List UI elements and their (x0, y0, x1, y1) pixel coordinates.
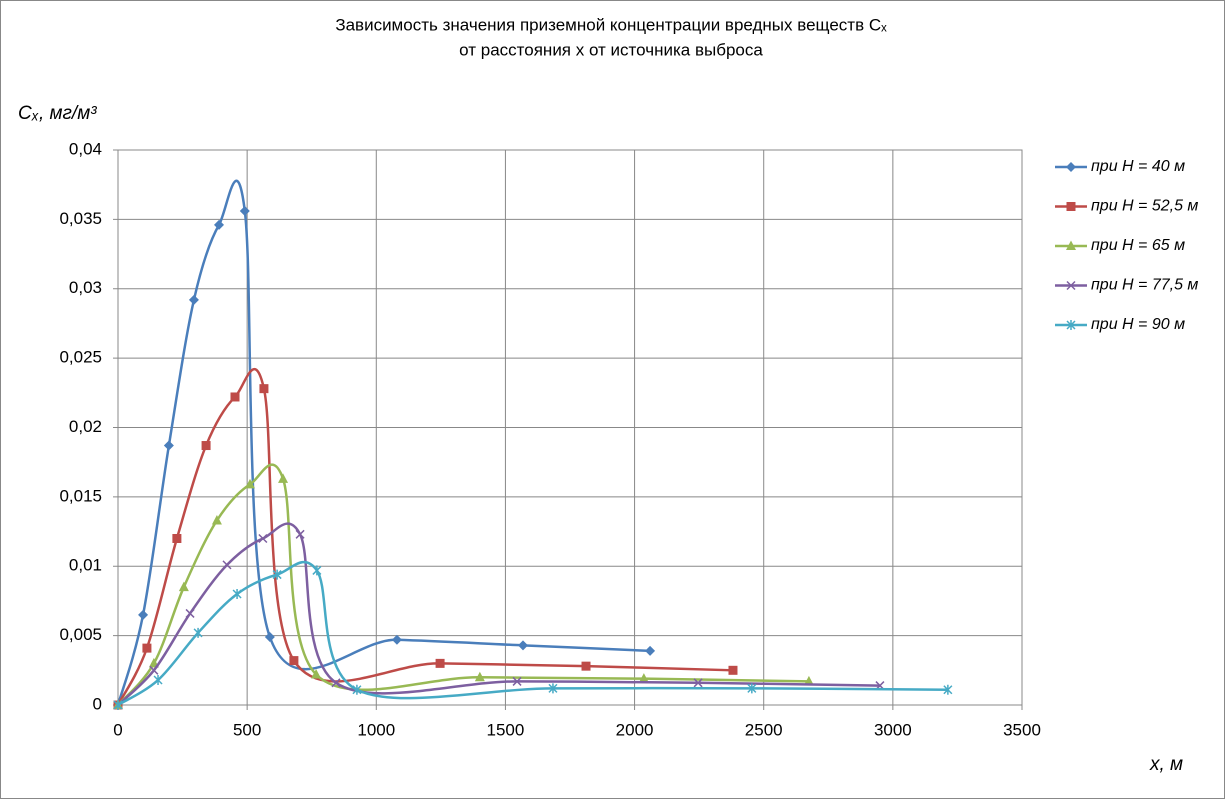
marker (747, 683, 757, 694)
marker (548, 683, 558, 694)
y-tick-label: 0,005 (59, 625, 102, 644)
y-tick-label: 0,01 (69, 556, 102, 575)
series-line (117, 522, 880, 706)
marker (517, 640, 528, 651)
y-tick-label: 0,03 (69, 278, 102, 297)
y-tick-label: 0,015 (59, 486, 102, 505)
marker (278, 473, 289, 483)
legend-label: при H = 77,5 м (1091, 277, 1198, 294)
chart-title: Зависимость значения приземной концентра… (335, 15, 887, 34)
marker (1066, 202, 1076, 211)
x-tick-label: 1500 (487, 720, 525, 739)
marker (258, 533, 268, 544)
marker (645, 645, 656, 656)
marker (391, 634, 402, 645)
marker (232, 589, 242, 599)
marker (728, 665, 738, 675)
marker (211, 514, 222, 525)
marker (264, 632, 275, 643)
marker (138, 609, 149, 620)
marker (693, 678, 703, 688)
marker (185, 608, 195, 618)
marker (331, 678, 341, 688)
marker (943, 684, 953, 695)
marker (172, 534, 182, 543)
marker (295, 529, 305, 539)
marker (289, 656, 299, 666)
y-axis-label: Cₓ, мг/м³ (18, 103, 97, 124)
x-tick-label: 500 (233, 720, 261, 739)
x-tick-label: 1000 (357, 720, 395, 739)
marker (178, 581, 189, 592)
marker (1066, 280, 1076, 291)
marker (803, 675, 814, 686)
marker (188, 294, 199, 305)
marker (153, 675, 163, 686)
marker (142, 643, 152, 653)
y-tick-label: 0 (93, 694, 102, 713)
x-tick-label: 3500 (1003, 720, 1041, 739)
x-tick-label: 2500 (745, 720, 783, 739)
legend-label: при H = 52,5 м (1091, 198, 1198, 215)
legend-label: при H = 65 м (1091, 237, 1185, 254)
marker (163, 440, 174, 451)
x-tick-label: 3000 (874, 720, 912, 739)
y-tick-label: 0,04 (69, 139, 102, 158)
marker (244, 478, 255, 489)
marker (149, 665, 159, 675)
marker (1066, 162, 1076, 172)
marker (272, 569, 282, 580)
marker (259, 384, 269, 394)
marker (213, 219, 224, 230)
chart-title: от расстояния x от источника выброса (459, 40, 763, 59)
legend-label: при H = 40 м (1091, 158, 1185, 175)
marker (435, 658, 445, 668)
series-line (117, 463, 809, 706)
marker (352, 684, 362, 695)
marker (512, 676, 522, 686)
marker (311, 668, 322, 679)
marker (230, 392, 240, 402)
marker (222, 560, 232, 570)
x-tick-label: 0 (113, 720, 122, 739)
x-axis-label: x, м (1149, 754, 1183, 775)
marker (239, 206, 250, 217)
x-tick-label: 2000 (616, 720, 654, 739)
y-tick-label: 0,035 (59, 209, 102, 228)
marker (201, 441, 211, 451)
marker (113, 700, 123, 710)
marker (581, 661, 591, 671)
marker (312, 565, 322, 576)
marker (474, 671, 485, 682)
y-tick-label: 0,025 (59, 348, 102, 367)
marker (1066, 320, 1076, 330)
series-line (116, 368, 734, 706)
marker (1066, 240, 1076, 250)
legend-label: при H = 90 м (1091, 316, 1185, 333)
marker (638, 673, 649, 683)
y-tick-label: 0,02 (69, 417, 102, 436)
marker (193, 627, 203, 638)
